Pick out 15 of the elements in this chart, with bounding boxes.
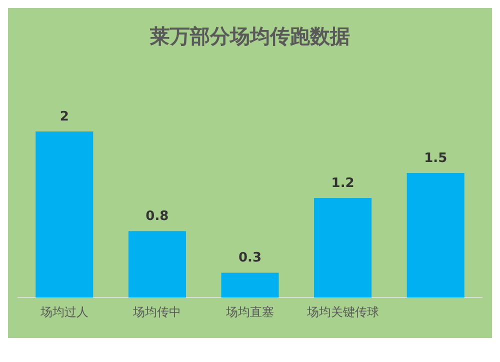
- x-tick-label: 场均关键传球: [306, 304, 379, 319]
- x-tick-label: 场均过人: [39, 304, 88, 319]
- bar: [314, 198, 372, 298]
- chart-title: 莱万部分场均传跑数据: [149, 24, 350, 48]
- x-tick-label: 场均传中: [132, 304, 182, 319]
- data-label: 0.3: [238, 250, 262, 266]
- data-label: 1.2: [331, 176, 354, 191]
- data-label: 2: [60, 109, 69, 124]
- bar: [36, 132, 94, 298]
- data-label: 1.5: [424, 150, 448, 166]
- bar: [406, 173, 464, 298]
- data-label: 0.8: [146, 209, 169, 224]
- bar: [128, 231, 186, 298]
- bar: [221, 272, 279, 298]
- x-tick-label: 场均直塞: [225, 304, 274, 319]
